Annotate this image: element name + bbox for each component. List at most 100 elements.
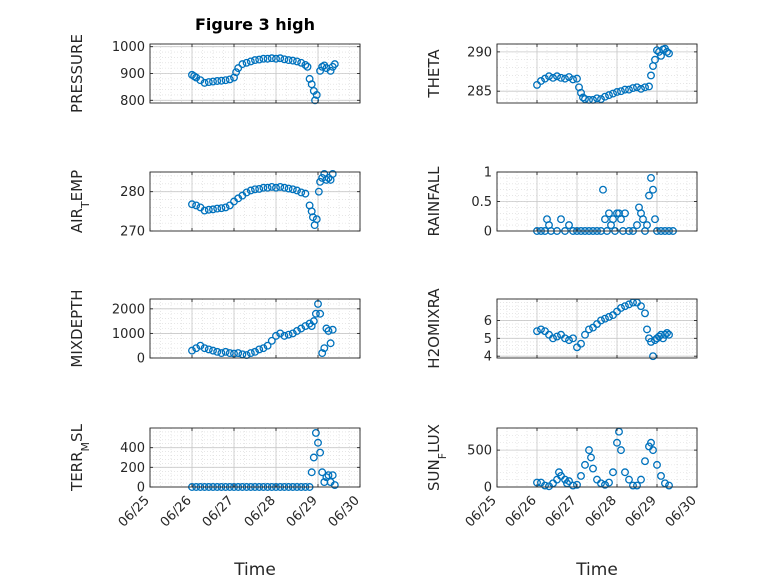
data-point — [301, 189, 310, 198]
figure-title: Figure 3 high — [195, 15, 315, 34]
data-point — [284, 330, 293, 339]
data-point — [242, 188, 251, 197]
data-point — [330, 481, 339, 489]
data-point — [263, 54, 272, 63]
data-point — [263, 183, 272, 192]
data-point — [267, 336, 276, 345]
data-point — [647, 337, 655, 346]
y-tick-label: 6 — [484, 314, 492, 329]
data-point — [307, 80, 316, 89]
data-point — [246, 57, 255, 66]
subplot-mixdepth: 0 1000 2000 MIXDEPTH — [68, 289, 361, 368]
subplot-air_temp: 270 280 AIRTEMP — [68, 170, 361, 240]
y-axis-label-main: THETA — [425, 49, 443, 99]
data-point — [276, 182, 285, 191]
data-point — [318, 349, 327, 358]
data-point — [297, 324, 306, 333]
data-point — [225, 75, 234, 84]
data-point — [217, 349, 226, 358]
data-point — [605, 478, 613, 487]
data-point — [629, 84, 637, 93]
data-point — [246, 186, 255, 195]
data-point — [633, 481, 641, 490]
data-point — [565, 73, 573, 81]
data-point — [251, 56, 259, 65]
data-point — [541, 74, 549, 83]
data-point — [587, 453, 595, 462]
y-axis-label-main: RAINFALL — [425, 166, 443, 237]
data-point — [209, 77, 217, 86]
data-point — [217, 76, 226, 85]
y-axis-label-tail: SL — [68, 423, 86, 442]
data-point — [651, 55, 659, 64]
data-point — [637, 84, 645, 93]
y-tick-label: 270 — [120, 225, 145, 240]
data-point — [649, 352, 657, 361]
y-tick-label: 4 — [484, 350, 492, 365]
data-point — [280, 331, 289, 340]
data-point — [316, 448, 325, 457]
data-point — [663, 329, 671, 337]
y-axis-label-main: H2OMIXRA — [425, 288, 443, 369]
data-point — [221, 347, 230, 356]
axes-frame — [149, 171, 361, 232]
data-point — [557, 73, 565, 82]
data-point — [665, 481, 673, 490]
data-point — [309, 213, 317, 222]
data-point — [561, 74, 569, 83]
data-point — [288, 185, 297, 194]
data-point — [324, 173, 333, 182]
data-point — [637, 475, 645, 484]
data-point — [293, 57, 301, 66]
y-tick-label: 1000 — [112, 327, 145, 342]
data-point — [209, 346, 217, 355]
data-point — [629, 481, 637, 490]
data-point — [312, 215, 321, 224]
data-point — [613, 88, 621, 96]
y-axis-label-main: MIXDEPTH — [68, 289, 86, 367]
data-point — [307, 468, 316, 477]
data-point — [188, 200, 196, 209]
y-axis-label-subscript: T — [79, 201, 92, 209]
y-axis-label-tail: EMP — [68, 170, 86, 201]
data-point — [246, 349, 255, 358]
data-point — [645, 82, 653, 91]
data-point — [601, 215, 609, 224]
data-point — [293, 186, 301, 195]
data-point — [593, 94, 601, 103]
data-point — [617, 215, 625, 224]
data-point — [234, 349, 243, 358]
data-point — [573, 480, 581, 489]
y-axis-label-main: SUN — [425, 459, 443, 491]
data-point — [311, 428, 320, 437]
data-point — [565, 477, 573, 486]
data-point — [561, 334, 569, 343]
data-point — [288, 329, 297, 338]
data-point — [255, 55, 264, 64]
data-point — [328, 325, 337, 334]
data-point — [609, 215, 617, 224]
data-point — [307, 322, 316, 330]
data-point — [641, 457, 649, 466]
data-point — [318, 468, 327, 477]
data-point — [314, 187, 323, 196]
y-tick-label: 0 — [137, 481, 145, 496]
data-point — [234, 64, 243, 73]
data-point — [284, 184, 293, 193]
y-tick-label: 900 — [120, 67, 145, 82]
data-point — [617, 446, 625, 455]
data-point — [643, 221, 651, 230]
data-point — [641, 309, 649, 318]
data-point — [657, 471, 665, 480]
data-point — [585, 325, 593, 334]
y-axis-label: RAINFALL — [425, 166, 443, 237]
data-point — [541, 481, 549, 490]
data-point — [259, 183, 268, 192]
data-point — [288, 56, 297, 65]
data-point — [311, 309, 320, 318]
axes-frame — [149, 427, 361, 488]
data-point — [569, 481, 577, 490]
y-tick-label: 0 — [484, 225, 492, 240]
data-point — [251, 347, 259, 356]
